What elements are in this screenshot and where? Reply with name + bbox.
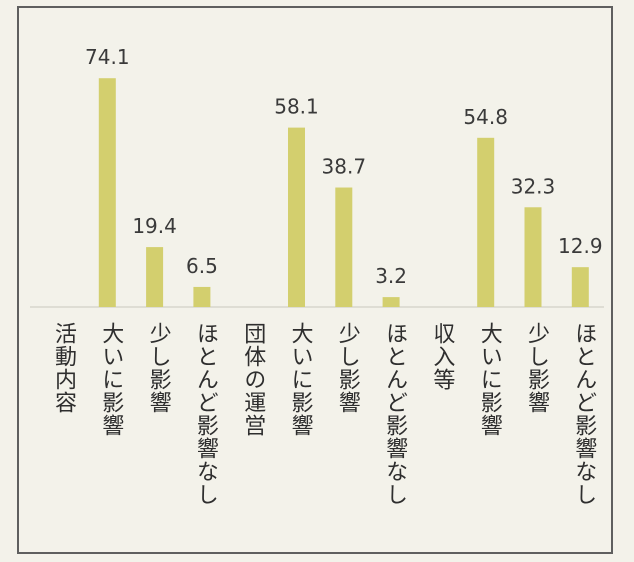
bar-category-label: ほとんど影響なし — [382, 322, 408, 506]
bar-category-label: 少し影響 — [524, 322, 549, 414]
data-label: 54.8 — [463, 105, 508, 129]
data-label: 12.9 — [558, 234, 603, 258]
group-label: 団体の運営 — [240, 322, 266, 437]
data-label: 3.2 — [375, 264, 407, 288]
bar — [571, 267, 589, 307]
data-label: 58.1 — [274, 95, 319, 119]
bar — [382, 297, 400, 307]
bar — [193, 286, 211, 307]
bar — [288, 127, 305, 308]
bar — [146, 247, 164, 307]
data-label: 19.4 — [132, 214, 177, 238]
bar-category-label: 大いに影響 — [98, 322, 124, 437]
bar — [98, 78, 116, 307]
data-label: 32.3 — [511, 174, 556, 198]
bar — [477, 137, 495, 307]
group-label: 活動内容 — [51, 322, 76, 414]
data-label: 6.5 — [186, 254, 218, 278]
bar-category-label: 少し影響 — [334, 322, 360, 414]
bar-category-label: ほとんど影響なし — [571, 322, 597, 506]
bar-category-label: 大いに影響 — [476, 322, 502, 437]
bar — [524, 207, 542, 307]
data-label: 38.7 — [322, 155, 367, 179]
bar-category-label: 大いに影響 — [287, 322, 313, 437]
chart-border — [17, 6, 613, 554]
data-label: 74.1 — [85, 45, 130, 69]
bar — [335, 187, 353, 307]
bar-category-label: 少し影響 — [145, 322, 171, 414]
bar-category-label: ほとんど影響なし — [192, 322, 218, 506]
group-label: 収入等 — [429, 322, 455, 391]
